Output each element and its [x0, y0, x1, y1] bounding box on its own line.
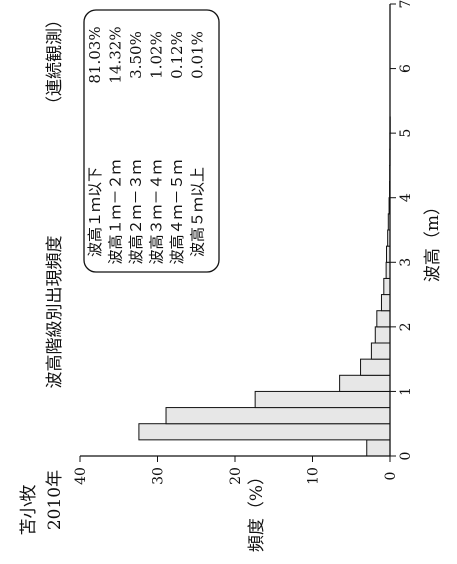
- legend-value: 14.32%: [107, 26, 125, 83]
- y-tick-label: 0: [383, 472, 399, 481]
- legend-label: 波高１ｍ－２ｍ: [107, 159, 125, 264]
- legend-value: 0.01%: [189, 31, 207, 79]
- histogram-bar: [374, 326, 391, 344]
- legend-value: 3.50%: [127, 31, 145, 79]
- title-main: 波高階級別出現頻度: [45, 236, 65, 389]
- legend-box: [83, 9, 220, 273]
- y-axis-title: 頻度（%）: [247, 468, 267, 552]
- x-tick-label: 1: [398, 387, 414, 396]
- title-location: 苫小牧: [19, 485, 39, 536]
- legend-value: 81.03%: [86, 26, 104, 83]
- histogram-bar: [383, 277, 391, 296]
- histogram-bar: [380, 294, 391, 312]
- y-tick-label: 40: [73, 467, 89, 485]
- x-tick-label: 5: [398, 129, 414, 138]
- histogram-bar: [165, 407, 391, 425]
- y-tick-label: 10: [306, 467, 322, 485]
- x-tick-label: 3: [398, 258, 414, 267]
- text-layer: 0 1 2 3 4 5 6 7 0 10 20 30 40 波高（m） 頻度（%） 苫小牧 2010年 波高階級別…: [19, 0, 443, 552]
- legend-value: 1.02%: [148, 31, 166, 79]
- x-tick-label: 7: [398, 0, 414, 8]
- legend-label: 波高１ｍ以下: [86, 167, 104, 257]
- legend-value: 0.12%: [168, 31, 186, 79]
- legend-label: 波高５ｍ以上: [189, 167, 207, 257]
- title-year: 2010年: [45, 470, 65, 530]
- x-tick-label: 2: [398, 322, 414, 331]
- x-axis-title: 波高（m）: [423, 198, 443, 282]
- legend-label: 波高４ｍ－５ｍ: [168, 159, 186, 264]
- histogram-bar: [370, 342, 391, 360]
- legend-label: 波高２ｍ－３ｍ: [127, 159, 145, 264]
- histogram-bar: [376, 310, 391, 328]
- y-tick-label: 20: [228, 467, 244, 485]
- x-tick-label: 0: [398, 452, 414, 461]
- x-tick-label: 6: [398, 64, 414, 73]
- title-note: （連続観測）: [45, 11, 65, 113]
- histogram-bar: [360, 358, 391, 376]
- histogram-bar: [138, 423, 391, 441]
- legend-label: 波高３ｍ－４ｍ: [148, 159, 166, 264]
- y-tick-label: 30: [151, 467, 167, 485]
- plot-layer: [79, 3, 396, 462]
- histogram-bar: [366, 439, 391, 457]
- histogram-bar: [254, 390, 391, 409]
- x-tick-label: 4: [398, 193, 414, 202]
- histogram-bar: [339, 374, 391, 392]
